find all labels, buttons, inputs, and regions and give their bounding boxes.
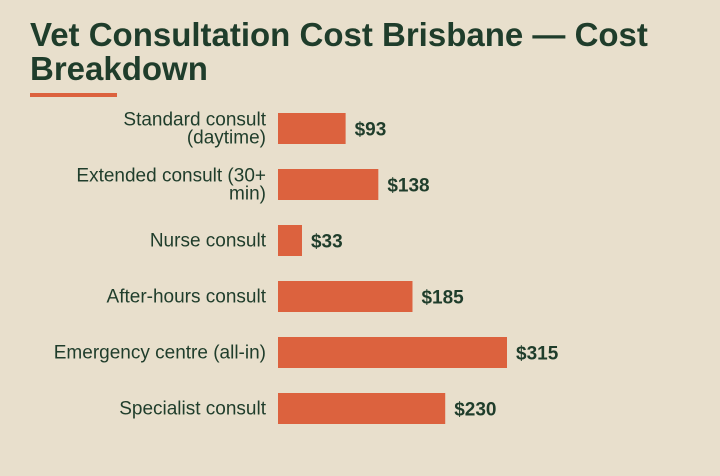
bar [278, 169, 379, 200]
category-label-line: Nurse consult [150, 231, 267, 252]
value-label: $33 [311, 232, 343, 253]
category-label: After-hours consult [107, 287, 267, 308]
bar [278, 225, 302, 256]
category-label-line: After-hours consult [107, 287, 267, 308]
category-label: Standard consult (daytime) [123, 110, 266, 149]
category-label: Emergency centre (all-in) [54, 343, 266, 364]
category-label: Extended consult (30+ min) [76, 166, 266, 205]
category-label-line: (daytime) [187, 128, 266, 149]
title-underline [30, 93, 117, 97]
category-label: Nurse consult [150, 231, 267, 252]
bar [278, 337, 507, 368]
value-label: $315 [516, 344, 559, 365]
bar [278, 281, 413, 312]
bar [278, 113, 346, 144]
category-label: Specialist consult [119, 399, 267, 420]
value-label: $93 [355, 120, 387, 141]
value-label: $230 [454, 400, 496, 421]
category-label-line: min) [229, 184, 266, 205]
bar [278, 393, 446, 424]
chart-title: Vet Consultation Cost Brisbane — Cost Br… [30, 16, 648, 87]
category-label-line: Extended consult (30+ [76, 166, 266, 187]
value-label: $185 [421, 288, 464, 309]
value-label: $138 [387, 176, 429, 197]
category-label-line: Standard consult [123, 110, 266, 131]
category-label-line: Emergency centre (all-in) [54, 343, 266, 364]
category-label-line: Specialist consult [119, 399, 267, 420]
